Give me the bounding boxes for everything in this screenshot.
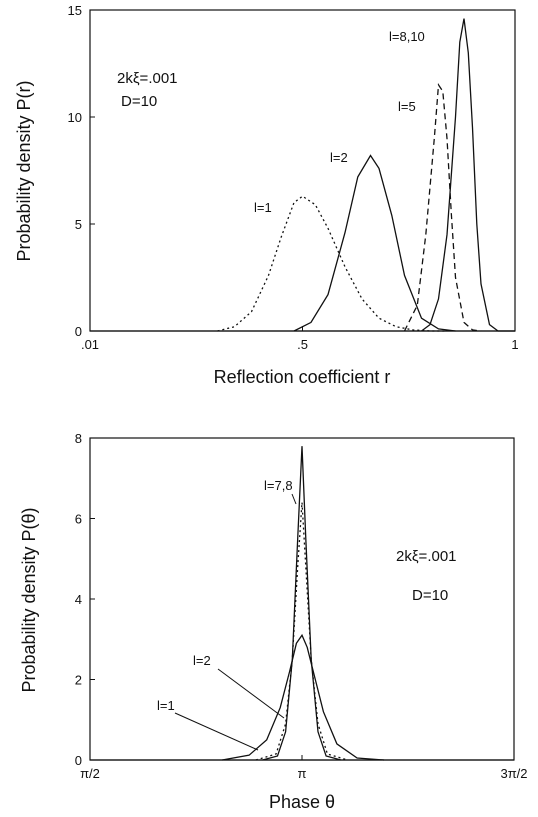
series-label-l8-10: l=8,10: [389, 29, 425, 44]
pointer-l2: [217, 668, 285, 719]
reflection-y-tick-label: 10: [68, 110, 82, 125]
phase-series-l-1: [222, 633, 385, 761]
phase-x-axis-title: Phase θ: [269, 792, 335, 812]
phase-y-tick-label: 6: [75, 512, 82, 527]
pointer-l1: [174, 712, 259, 751]
phase-x-tick-label: π/2: [80, 766, 100, 781]
phase-x-tick-label: 3π/2: [500, 766, 527, 781]
reflection-series-l-8-10: [421, 18, 515, 332]
reflection-x-tick-label: .5: [297, 337, 308, 352]
phase-series-l-2: [255, 502, 348, 761]
reflection-annotation-2kxi: 2kξ=.001: [117, 70, 178, 87]
reflection-y-tick-label: 5: [75, 217, 82, 232]
reflection-series-l-2: [293, 154, 456, 332]
phase-y-tick-label: 0: [75, 753, 82, 768]
phase-chart: π/2 π 3π/2 0 2 4 6 8 2kξ=.001 D=10 l=7,8 l=2 l=…: [19, 431, 528, 812]
phase-y-tick-label: 2: [75, 673, 82, 688]
reflection-y-tick-label: 0: [75, 324, 82, 339]
series-label-l7-8: l=7,8: [264, 478, 293, 493]
phase-annotation-d: D=10: [412, 587, 448, 604]
series-label-l2-phase: l=2: [193, 653, 211, 668]
series-label-l2: l=2: [330, 150, 348, 165]
series-label-l1: l=1: [254, 200, 272, 215]
phase-plot-frame: [89, 437, 515, 761]
phase-y-axis-title: Probability density P(θ): [19, 507, 39, 692]
series-label-l1-phase: l=1: [157, 698, 175, 713]
phase-series-l-7-8: [262, 446, 342, 761]
reflection-annotation-d: D=10: [121, 93, 157, 110]
reflection-x-tick-label: 1: [511, 337, 518, 352]
reflection-series-l-1: [217, 195, 447, 332]
reflection-x-axis-title: Reflection coefficient r: [214, 367, 391, 387]
phase-ticks: π/2 π 3π/2 0 2 4 6 8: [75, 431, 528, 781]
reflection-y-axis-title: Probability density P(r): [14, 80, 34, 261]
phase-x-tick-label: π: [298, 766, 307, 781]
series-label-l5: l=5: [398, 99, 416, 114]
reflection-y-tick-label: 15: [68, 3, 82, 18]
phase-y-tick-label: 4: [75, 592, 82, 607]
phase-annotation-2kxi: 2kξ=.001: [396, 548, 457, 565]
reflection-series-l-5: [403, 82, 482, 332]
reflection-x-tick-label: .01: [81, 337, 99, 352]
phase-curves: [90, 446, 514, 761]
phase-y-tick-label: 8: [75, 431, 82, 446]
reflection-curves: [90, 18, 515, 332]
pointer-l7-8: [291, 493, 297, 505]
